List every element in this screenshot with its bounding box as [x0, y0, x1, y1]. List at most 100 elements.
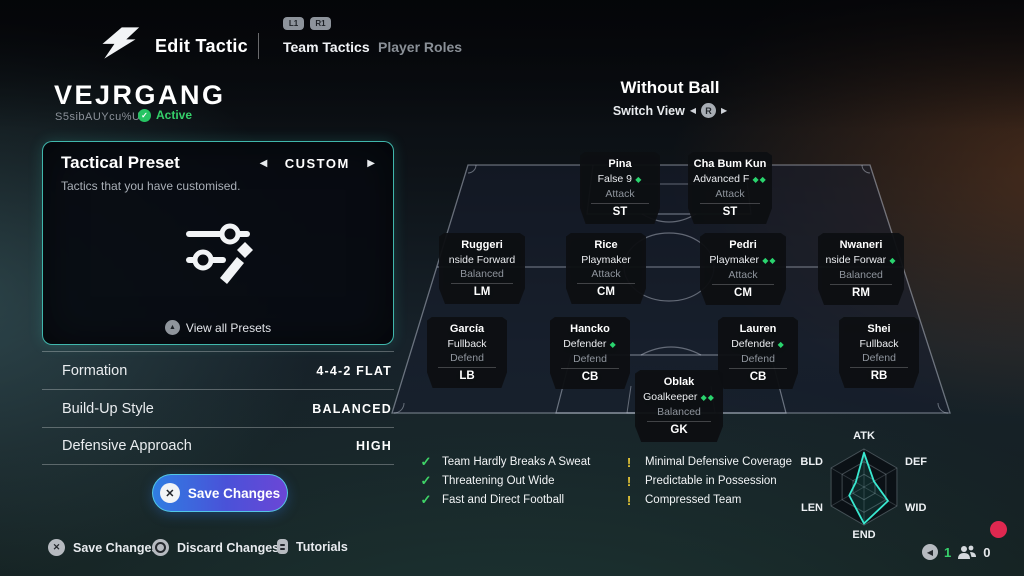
player-card-rice[interactable]: Rice Playmaker Attack CM: [566, 233, 646, 304]
preset-prev-arrow-icon[interactable]: ◀: [259, 157, 268, 169]
preset-header: Tactical Preset ◀ CUSTOM ▶: [43, 142, 393, 173]
setting-row-formation[interactable]: Formation 4-4-2 FLAT: [42, 351, 394, 389]
player-name: Rice: [594, 239, 618, 251]
player-position: CB: [749, 371, 767, 383]
team-code: S5sibAUYcu%U: [55, 111, 141, 123]
player-name: Nwaneri: [839, 239, 883, 251]
radar-label-def: DEF: [905, 456, 927, 468]
setting-row-defensive-approach[interactable]: Defensive Approach HIGH: [42, 427, 394, 465]
ea-fc-logo: [102, 27, 140, 59]
save-changes-label: Save Changes: [187, 485, 281, 501]
insight-label: Minimal Defensive Coverage: [645, 456, 793, 468]
player-position: GK: [670, 424, 688, 436]
radar-label-wid: WID: [905, 502, 927, 514]
player-card-nwaneri[interactable]: Nwaneri nside Forwar ◆ Balanced RM: [818, 233, 904, 305]
warning-icon: !: [626, 473, 632, 489]
player-focus: Defend: [862, 352, 896, 364]
player-card-hancko[interactable]: Hancko Defender ◆ Defend CB: [550, 317, 630, 389]
tab-team-tactics[interactable]: Team Tactics: [283, 39, 370, 55]
role-plus-icons: ◆: [886, 256, 897, 265]
radar-label-bld: BLD: [800, 456, 823, 468]
player-card-oblak[interactable]: Oblak Goalkeeper ◆◆ Balanced GK: [635, 370, 723, 442]
card-divider: [647, 421, 711, 422]
voice-count: 1: [944, 544, 952, 560]
role-plus-icons: ◆◆: [697, 393, 715, 402]
card-divider: [830, 284, 892, 285]
player-position: LB: [459, 370, 475, 382]
player-card-pedri[interactable]: Pedri Playmaker ◆◆ Attack CM: [700, 233, 786, 305]
card-divider: [850, 367, 908, 368]
circle-button-icon: [152, 539, 169, 556]
player-focus: Balanced: [839, 269, 883, 281]
player-position: CM: [734, 287, 752, 299]
player-focus: Attack: [715, 188, 745, 200]
switch-right-arrow-icon: ▶: [721, 106, 728, 115]
role-plus-icons: ◆: [774, 340, 785, 349]
setting-label: Formation: [62, 362, 128, 379]
insight-label: Fast and Direct Football: [442, 494, 565, 506]
card-divider: [699, 203, 761, 204]
check-icon: ✓: [420, 492, 432, 507]
player-card-shei[interactable]: Shei Fullback Defend RB: [839, 317, 919, 388]
insight-item: ! Compressed Team: [622, 492, 792, 508]
insight-label: Compressed Team: [645, 494, 742, 506]
tab-player-roles[interactable]: Player Roles: [378, 39, 463, 55]
bottombar-label: Save Changes: [73, 540, 159, 555]
player-card-lauren[interactable]: Lauren Defender ◆ Defend CB: [718, 317, 798, 389]
preset-next-arrow-icon[interactable]: ▶: [367, 157, 375, 169]
player-name: Pedri: [729, 239, 757, 251]
role-plus-icons: ◆◆: [749, 175, 767, 184]
insight-item: ! Minimal Defensive Coverage: [622, 454, 793, 470]
role-plus-icons: ◆: [606, 340, 617, 349]
bottombar-discard-changes[interactable]: Discard Changes: [152, 539, 279, 556]
player-role: nside Forwar ◆: [825, 254, 897, 266]
insight-label: Team Hardly Breaks A Sweat: [442, 456, 591, 468]
view-all-presets-button[interactable]: ▲ View all Presets: [43, 320, 393, 335]
card-divider: [438, 367, 496, 368]
radar-label-len: LEN: [801, 502, 823, 514]
player-position: CB: [581, 371, 599, 383]
player-card-ruggeri[interactable]: Ruggeri nside Forward Balanced LM: [439, 233, 525, 304]
save-changes-button[interactable]: ✕ Save Changes: [152, 474, 288, 512]
role-plus-icons: ◆◆: [759, 256, 777, 265]
player-card-cha-bum-kun[interactable]: Cha Bum Kun Advanced F ◆◆ Attack ST: [688, 152, 772, 224]
player-role: Fullback: [859, 338, 899, 350]
player-name: Oblak: [663, 376, 695, 388]
cross-button-icon: ✕: [159, 483, 180, 503]
preset-value: CUSTOM: [284, 155, 350, 171]
voice-chat-icon: ◀: [922, 544, 938, 560]
player-focus: Defend: [573, 353, 607, 365]
insight-item: ✓ Team Hardly Breaks A Sweat: [419, 454, 591, 469]
player-role: Advanced F ◆◆: [693, 173, 767, 185]
setting-value: BALANCED: [312, 401, 392, 416]
tactical-preset-card[interactable]: Tactical Preset ◀ CUSTOM ▶ Tactics that …: [42, 141, 394, 345]
topbar-divider: [258, 33, 259, 59]
warning-icon: !: [626, 454, 632, 470]
player-card-pina[interactable]: Pina False 9 ◆ Attack ST: [580, 152, 660, 224]
status-indicators: ◀ 1 0: [922, 544, 990, 560]
player-focus: Attack: [605, 188, 635, 200]
setting-row-build-up-style[interactable]: Build-Up Style BALANCED: [42, 389, 394, 427]
l1-badge: L1: [283, 17, 304, 30]
player-position: RB: [870, 370, 888, 382]
insights-positive: ✓ Team Hardly Breaks A Sweat ✓ Threatening …: [419, 454, 591, 507]
switch-view-control[interactable]: Switch View ◀ R ▶: [570, 103, 770, 118]
bottombar-save-changes[interactable]: ✕ Save Changes: [48, 539, 158, 556]
player-position: LM: [473, 286, 491, 298]
player-focus: Balanced: [657, 406, 701, 418]
player-role: Defender ◆: [563, 338, 617, 350]
player-card-garc-a[interactable]: García Fullback Defend LB: [427, 317, 507, 388]
view-all-presets-label: View all Presets: [185, 320, 272, 335]
setting-value: 4-4-2 FLAT: [316, 363, 392, 378]
warning-icon: !: [626, 492, 632, 508]
setting-value: HIGH: [355, 439, 392, 453]
check-icon: ✓: [138, 108, 151, 122]
r3-stick-icon: R: [701, 103, 716, 118]
page-title: Edit Tactic: [155, 36, 248, 56]
bottombar-tutorials[interactable]: Tutorials: [277, 539, 348, 554]
r1-badge: R1: [310, 17, 331, 30]
player-focus: Defend: [450, 352, 484, 364]
custom-tactics-sliders-icon: [186, 223, 253, 284]
player-role: Playmaker: [581, 254, 631, 266]
card-divider: [712, 284, 774, 285]
